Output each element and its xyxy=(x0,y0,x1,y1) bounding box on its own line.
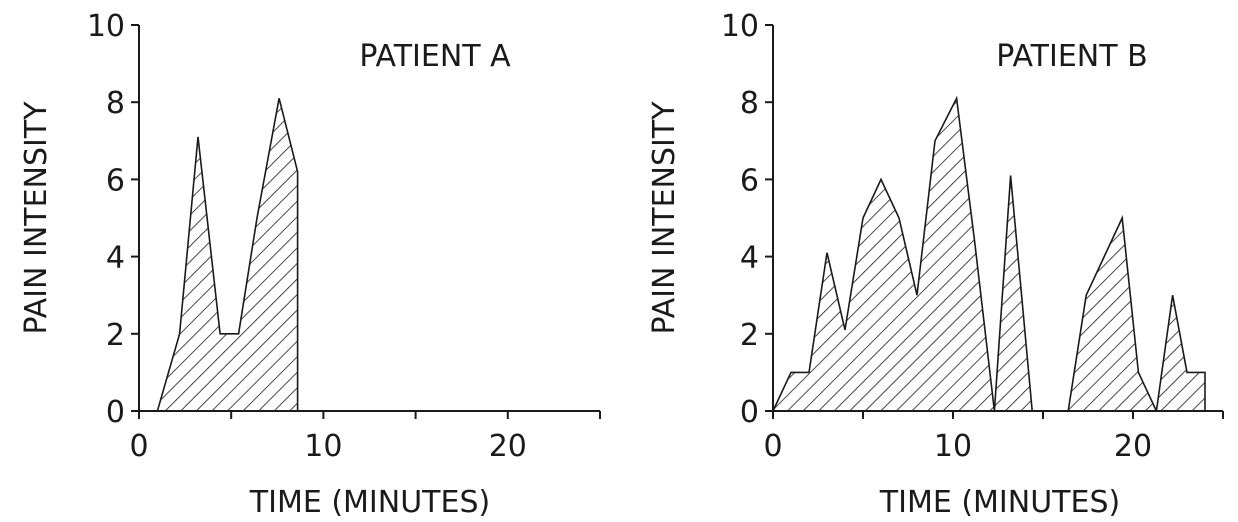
chart-panel-patient-a: PATIENT A PAIN INTENSITY TIME (MINUTES) … xyxy=(19,9,601,520)
chart-title: PATIENT B xyxy=(996,39,1147,74)
pain-area-segment-2 xyxy=(993,175,1034,412)
y-tick-label: 2 xyxy=(106,318,125,353)
y-tick-label: 2 xyxy=(740,318,759,353)
y-tick-label: 6 xyxy=(740,163,759,198)
y-tick-label: 10 xyxy=(87,9,125,44)
x-tick-label: 20 xyxy=(1114,429,1152,464)
pain-area-segment-4 xyxy=(1155,295,1206,412)
y-axis-title: PAIN INTENSITY xyxy=(647,101,682,335)
y-tick-label: 6 xyxy=(106,163,125,198)
y-tick-label: 0 xyxy=(106,395,125,430)
x-tick-label: 0 xyxy=(763,429,782,464)
x-tick-label: 10 xyxy=(304,429,342,464)
y-tick-label: 4 xyxy=(106,241,125,276)
x-tick-label: 20 xyxy=(489,429,527,464)
x-tick-label: 10 xyxy=(934,429,972,464)
y-tick-label: 0 xyxy=(740,395,759,430)
pain-area-segment-1 xyxy=(156,98,299,412)
y-tick-label: 4 xyxy=(740,241,759,276)
plot-area: 0 2 4 6 8 10 0 10 20 xyxy=(721,9,1224,464)
pain-area-segment-3 xyxy=(1067,215,1158,412)
y-axis-title: PAIN INTENSITY xyxy=(19,101,54,335)
chart-title: PATIENT A xyxy=(359,39,511,74)
plot-area: 0 2 4 6 8 10 0 10 20 xyxy=(87,9,601,464)
pain-area-segment-1 xyxy=(771,95,996,412)
x-tick-label: 0 xyxy=(129,429,148,464)
y-tick-label: 8 xyxy=(106,86,125,121)
chart-panel-patient-b: PATIENT B PAIN INTENSITY TIME (MINUTES) … xyxy=(647,9,1224,520)
x-axis-title: TIME (MINUTES) xyxy=(879,485,1120,520)
y-tick-label: 8 xyxy=(740,86,759,121)
y-tick-label: 10 xyxy=(721,9,759,44)
x-axis-title: TIME (MINUTES) xyxy=(249,485,490,520)
